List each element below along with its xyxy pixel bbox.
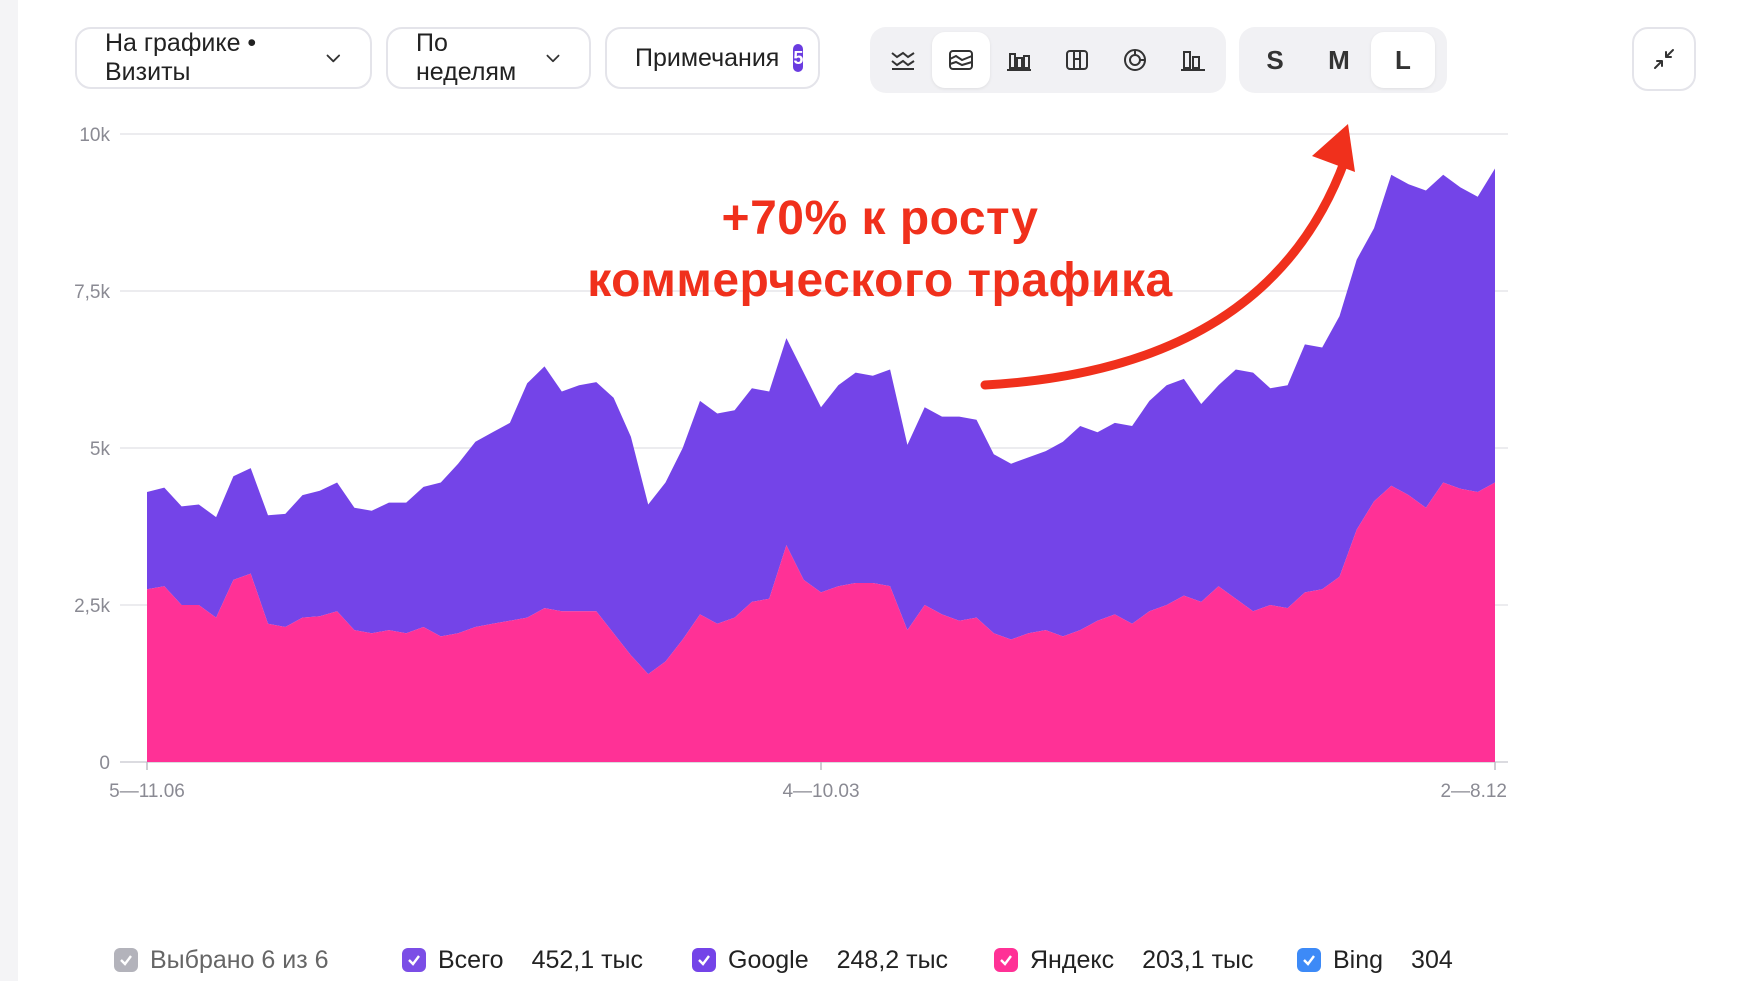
google-area[interactable]: [147, 168, 1495, 675]
checkbox-icon[interactable]: [692, 948, 716, 972]
notes-count-badge: 5: [793, 44, 804, 72]
y-tick-label: 10k: [79, 125, 110, 146]
lines-icon: [891, 51, 915, 70]
period-dropdown-label: По неделям: [416, 29, 517, 86]
chevron-down-icon: [546, 54, 560, 63]
size-l-label: L: [1395, 44, 1411, 75]
stacked-area-icon: [949, 50, 973, 70]
annotation-line-1: +70% к росту: [721, 192, 1039, 245]
annotation-line-2: коммерческого трафика: [587, 254, 1173, 307]
y-tick-label: 7,5k: [74, 282, 110, 303]
x-tick-label: 2—8.12: [1440, 781, 1507, 802]
chart-type-column-button[interactable]: [1164, 32, 1222, 88]
chart-type-area-button[interactable]: [932, 32, 990, 88]
collapse-button[interactable]: [1632, 27, 1696, 91]
y-tick-label: 2,5k: [74, 596, 110, 617]
legend-value: 203,1 тыс: [1142, 945, 1254, 974]
notes-button[interactable]: Примечания 5: [605, 27, 820, 89]
size-s-button[interactable]: S: [1243, 32, 1307, 88]
legend-selected-label: Выбрано 6 из 6: [150, 945, 329, 974]
legend-name: Bing: [1333, 945, 1384, 974]
size-l-button[interactable]: L: [1371, 32, 1435, 88]
y-tick-label: 5k: [90, 439, 111, 460]
legend-item-total[interactable]: Всего 452,1 тыс: [402, 942, 643, 978]
growth-annotation: +70% к росту коммерческого трафика: [520, 188, 1240, 312]
checkbox-icon[interactable]: [1297, 948, 1321, 972]
size-switcher: S M L: [1239, 27, 1447, 93]
legend-item-bing[interactable]: Bing 304: [1297, 942, 1453, 978]
notes-label: Примечания: [635, 43, 780, 72]
collapse-icon: [1654, 49, 1674, 69]
y-tick-label: 0: [99, 753, 110, 774]
legend-name: Всего: [438, 945, 504, 974]
size-m-label: M: [1328, 44, 1350, 75]
chart-type-pie-button[interactable]: [1106, 32, 1164, 88]
legend-item-yandex[interactable]: Яндекс 203,1 тыс: [994, 942, 1254, 978]
chevron-down-icon: [326, 54, 341, 63]
checkbox-icon[interactable]: [114, 948, 138, 972]
legend-value: 248,2 тыс: [836, 945, 949, 974]
metric-dropdown[interactable]: На графике • Визиты: [75, 27, 372, 89]
legend-selected[interactable]: Выбрано 6 из 6: [114, 942, 329, 978]
yandex-area[interactable]: [147, 482, 1495, 763]
column-icon: [1181, 51, 1205, 71]
metric-dropdown-label: На графике • Визиты: [105, 29, 257, 86]
x-tick-label: 4—10.03: [782, 781, 859, 802]
bar-icon: [1007, 53, 1031, 71]
chart-type-stacked-bar-button[interactable]: [1048, 32, 1106, 88]
x-tick-label: 5—11.06: [109, 781, 185, 802]
growth-arrow-head: [1312, 124, 1355, 172]
growth-arrow-shaft: [980, 155, 1350, 390]
size-s-label: S: [1266, 44, 1284, 75]
legend-name: Яндекс: [1030, 945, 1115, 974]
chart-type-switcher: [870, 27, 1226, 93]
checkbox-icon[interactable]: [994, 948, 1018, 972]
legend-value: 304: [1411, 945, 1453, 974]
legend-value: 452,1 тыс: [531, 945, 643, 974]
legend-name: Google: [728, 945, 809, 974]
chart-type-lines-button[interactable]: [874, 32, 932, 88]
checkbox-icon[interactable]: [402, 948, 426, 972]
pie-icon: [1124, 49, 1146, 71]
period-dropdown[interactable]: По неделям: [386, 27, 591, 89]
visits-area-chart: 0 2,5k 5k 7,5k 10k 5—11.06 4—10.03 2—8.12: [74, 124, 1508, 802]
stacked-bar-icon: [1066, 50, 1088, 70]
size-m-button[interactable]: M: [1307, 32, 1371, 88]
legend-item-google[interactable]: Google 248,2 тыс: [692, 942, 948, 978]
chart-type-bar-button[interactable]: [990, 32, 1048, 88]
